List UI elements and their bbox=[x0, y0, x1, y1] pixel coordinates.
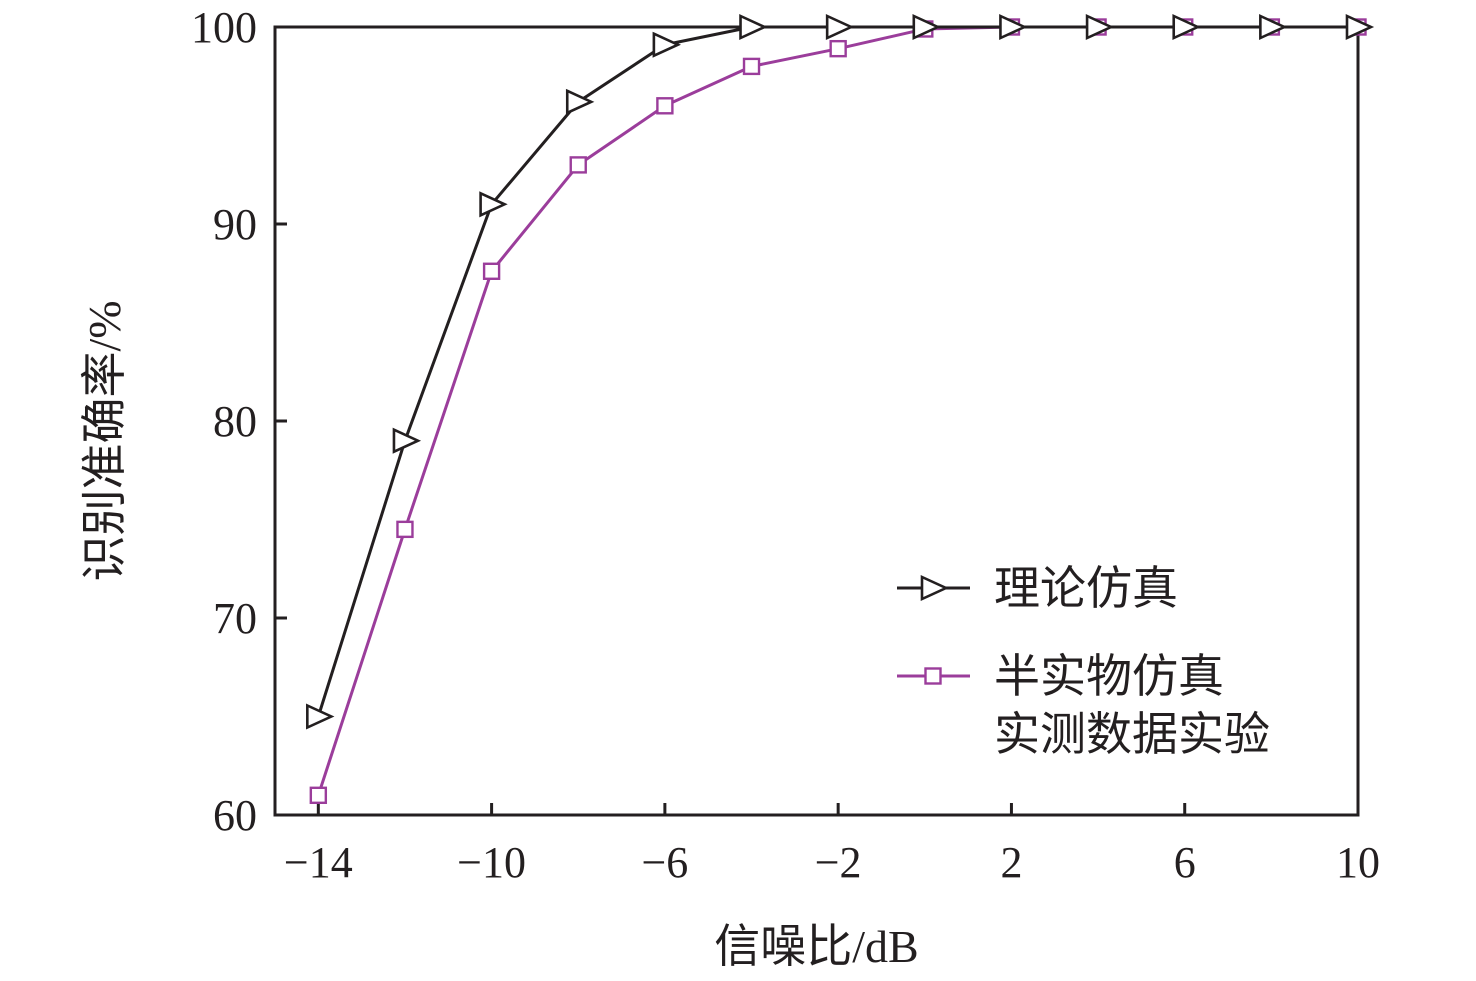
x-axis-label: 信噪比/dB bbox=[714, 921, 918, 972]
y-tick-label: 90 bbox=[213, 200, 257, 249]
x-tick-label: −14 bbox=[284, 838, 353, 887]
series-1 bbox=[306, 13, 1375, 730]
x-tick-label: −2 bbox=[815, 838, 862, 887]
series-1-point bbox=[825, 13, 855, 41]
series-1-line bbox=[316, 25, 1358, 717]
series-1-point bbox=[1259, 13, 1288, 41]
y-tick-label: 100 bbox=[191, 3, 257, 52]
y-tick-label: 70 bbox=[213, 594, 257, 643]
series-1-point bbox=[306, 703, 335, 730]
series-1-point bbox=[1345, 13, 1375, 41]
series-2-point bbox=[482, 262, 501, 280]
axis-ticks: −14 −10 −6 −2 2 6 10 60 70 80 90 100 bbox=[191, 3, 1380, 887]
series-1-point bbox=[565, 88, 595, 115]
series-2-point bbox=[569, 156, 587, 174]
series-1-point bbox=[1085, 13, 1115, 41]
series-1-point bbox=[999, 13, 1028, 41]
series-1-point bbox=[392, 427, 422, 454]
x-tick-label: 10 bbox=[1336, 838, 1380, 887]
y-tick-label: 60 bbox=[213, 791, 257, 840]
series-2-point bbox=[829, 39, 847, 58]
x-tick-label: 2 bbox=[1000, 838, 1022, 887]
series-1-point bbox=[739, 13, 768, 41]
legend-swatch-marker bbox=[920, 574, 950, 602]
series-1-point bbox=[479, 191, 508, 218]
series-1-point bbox=[1172, 13, 1201, 41]
legend-label: 实测数据实验 bbox=[994, 709, 1270, 760]
legend-entry-1: 理论仿真 bbox=[897, 563, 1178, 614]
series-group bbox=[306, 13, 1375, 804]
y-axis-label: 识别准确率/% bbox=[79, 300, 130, 581]
x-tick-label: 6 bbox=[1174, 838, 1196, 887]
legend-swatch-marker bbox=[924, 667, 942, 685]
series-2-point bbox=[656, 97, 674, 115]
legend-label: 理论仿真 bbox=[994, 563, 1178, 614]
series-1-point bbox=[652, 31, 682, 58]
series-2-point bbox=[742, 57, 761, 76]
legend-label: 半实物仿真 bbox=[994, 651, 1224, 702]
series-1-point bbox=[912, 13, 941, 41]
series-2-point bbox=[396, 520, 414, 539]
series-2-point bbox=[309, 786, 328, 804]
x-tick-label: −6 bbox=[641, 838, 688, 887]
y-tick-label: 80 bbox=[213, 397, 257, 446]
x-tick-label: −10 bbox=[457, 838, 526, 887]
